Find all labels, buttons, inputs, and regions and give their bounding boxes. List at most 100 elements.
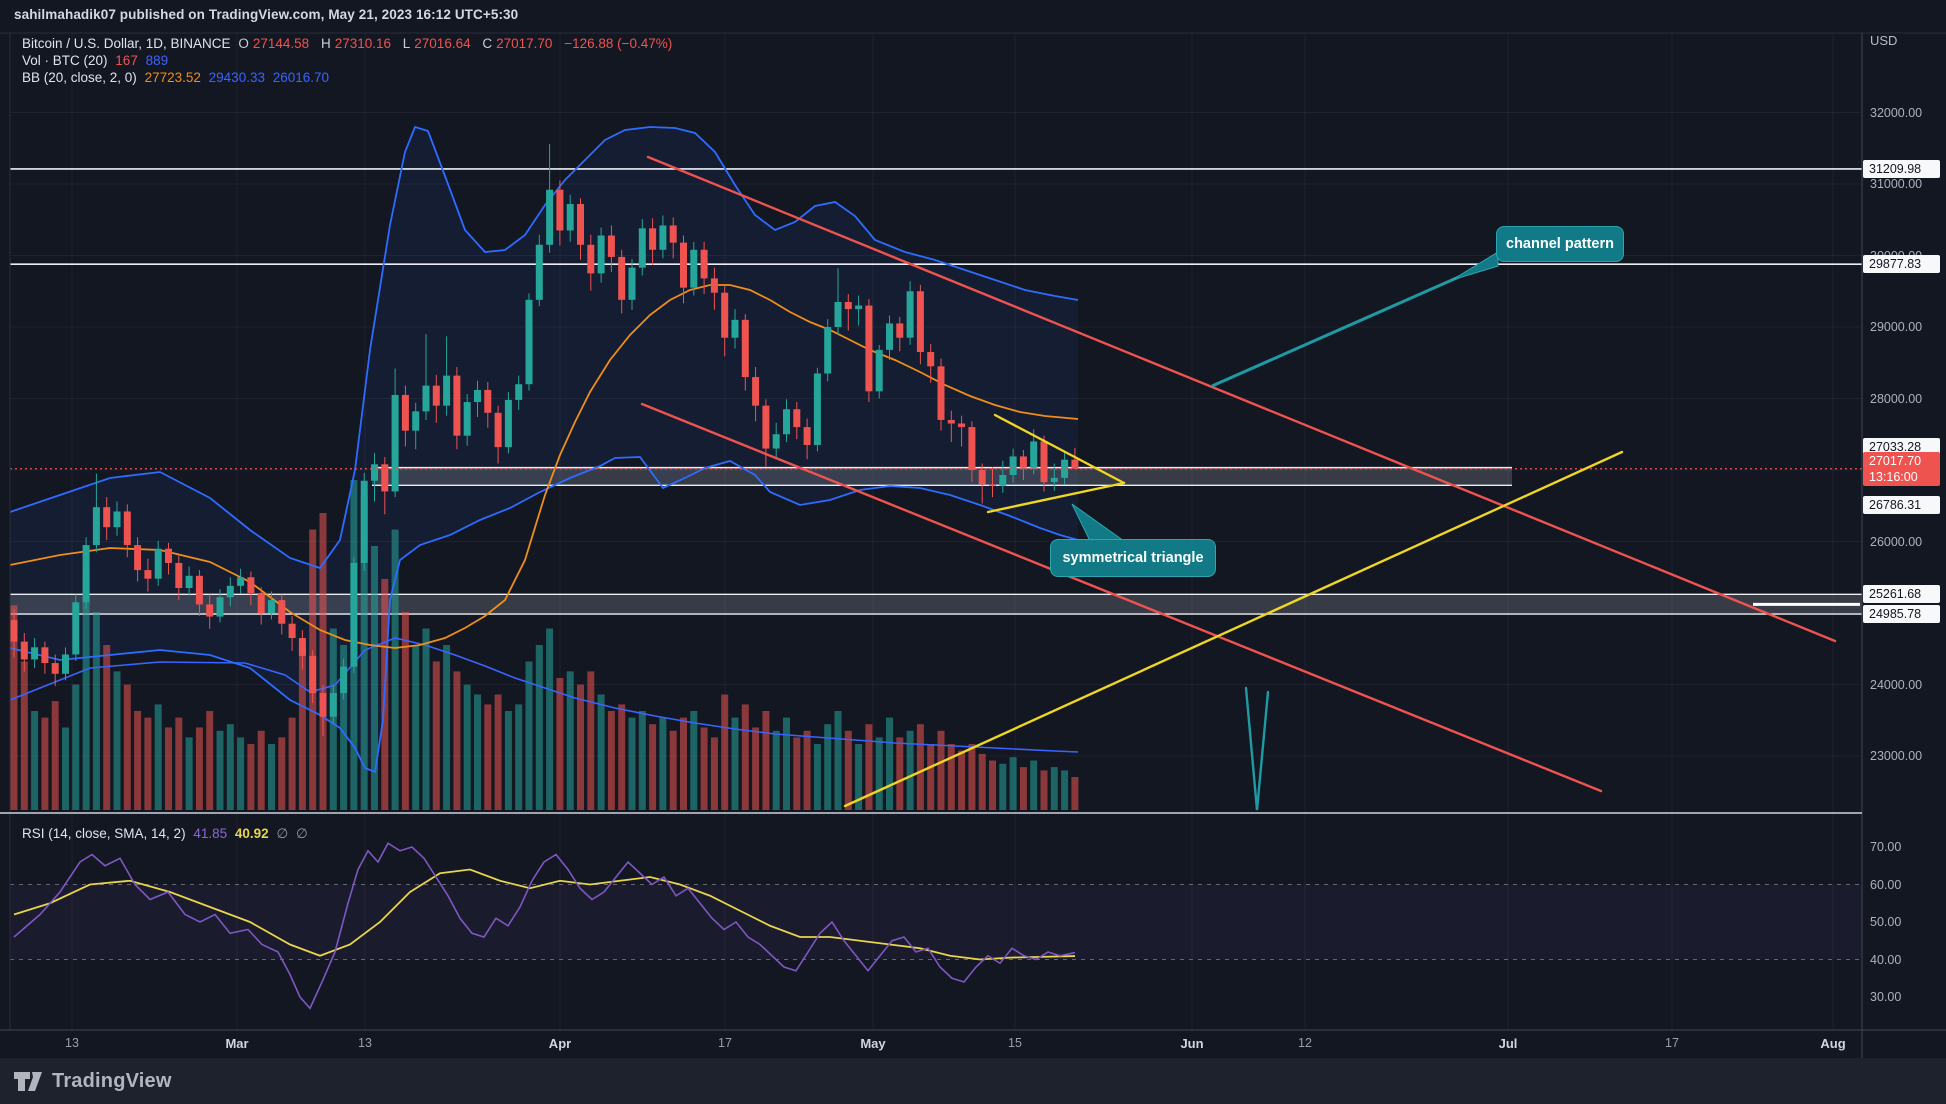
rsi-axis-tick: 70.00 bbox=[1870, 840, 1902, 854]
candle-body bbox=[1009, 456, 1017, 476]
volume-bar bbox=[340, 645, 348, 810]
candle-body bbox=[72, 602, 80, 655]
candle-body bbox=[865, 305, 873, 392]
volume-bar bbox=[721, 694, 729, 810]
candle-body bbox=[360, 480, 368, 563]
candle-body bbox=[319, 693, 327, 717]
time-axis-tick: 15 bbox=[1008, 1036, 1022, 1050]
volume-bar bbox=[123, 684, 131, 810]
candle-body bbox=[1040, 441, 1048, 483]
volume-bar bbox=[628, 717, 636, 810]
volume-bar bbox=[783, 717, 790, 810]
price-axis-tick: 29000.00 bbox=[1870, 320, 1923, 334]
trendline-triangle-lower[interactable] bbox=[986, 481, 1126, 514]
volume-bar bbox=[824, 724, 832, 810]
candle-body bbox=[999, 475, 1007, 486]
countdown-timer: 13:16:00 bbox=[1869, 470, 1918, 484]
candle-body bbox=[875, 349, 883, 392]
candle-body bbox=[1050, 477, 1058, 483]
volume-bar bbox=[494, 694, 502, 810]
price-level-label: 26786.31 bbox=[1863, 496, 1940, 514]
candle-body bbox=[577, 204, 584, 245]
candle-body bbox=[165, 548, 172, 563]
price-axis-tick: 26000.00 bbox=[1870, 534, 1923, 549]
volume-bar bbox=[690, 711, 698, 810]
candle-body bbox=[844, 301, 852, 310]
volume-bar bbox=[731, 717, 739, 810]
volume-bar bbox=[587, 671, 595, 810]
callout-symmetrical-triangle[interactable]: symmetrical triangle bbox=[1050, 539, 1216, 577]
candle-body bbox=[927, 352, 935, 367]
price-axis-tick: 28000.00 bbox=[1870, 391, 1923, 406]
volume-ma-line bbox=[9, 637, 1079, 753]
candle-body bbox=[638, 228, 646, 268]
volume-bar bbox=[607, 711, 615, 810]
low-value: 27016.64 bbox=[414, 36, 471, 51]
candle-body bbox=[309, 655, 317, 694]
callout-channel-pattern[interactable]: channel pattern bbox=[1496, 226, 1624, 262]
volume-bar bbox=[865, 724, 873, 810]
candle-body bbox=[422, 385, 430, 412]
candle-body bbox=[474, 389, 481, 403]
candle-body bbox=[257, 592, 265, 613]
candle-body bbox=[134, 545, 142, 571]
candle-body bbox=[175, 562, 183, 588]
tradingview-logo-icon[interactable] bbox=[13, 1067, 43, 1095]
tradingview-brand-text[interactable]: TradingView bbox=[52, 1069, 172, 1092]
candle-body bbox=[906, 291, 914, 338]
time-axis-tick: Mar bbox=[225, 1036, 249, 1051]
candle-body bbox=[268, 600, 275, 613]
open-value: 27144.58 bbox=[252, 36, 310, 51]
volume-bar bbox=[649, 724, 657, 810]
bb-lower-value: 26016.70 bbox=[272, 70, 330, 85]
trendline-channel-lower[interactable] bbox=[640, 402, 1603, 793]
volume-bar bbox=[968, 744, 976, 810]
trendline-teal-spike[interactable] bbox=[1244, 686, 1270, 811]
trendline-ascending-support[interactable] bbox=[843, 450, 1624, 808]
rsi-value: 41.85 bbox=[193, 826, 228, 841]
candle-body bbox=[237, 577, 245, 586]
candle-body bbox=[10, 620, 18, 642]
volume-bar bbox=[535, 645, 543, 810]
trendline-channel-upper[interactable] bbox=[646, 155, 1837, 643]
callout-pointer-line[interactable] bbox=[1211, 270, 1471, 388]
rsi-band-fill bbox=[10, 884, 1862, 960]
rsi-indicator-label: RSI (14, close, SMA, 14, 2) bbox=[22, 826, 186, 841]
sr-zone[interactable] bbox=[372, 467, 1512, 486]
volume-bar bbox=[82, 572, 90, 810]
volume-bar bbox=[916, 724, 924, 810]
candle-body bbox=[401, 394, 409, 431]
attribution-text: sahilmahadik07 published on TradingView.… bbox=[14, 7, 519, 22]
volume-bar bbox=[371, 546, 378, 810]
volume-bar bbox=[875, 737, 883, 810]
sr-zone[interactable] bbox=[10, 594, 1862, 615]
volume-bar bbox=[515, 704, 523, 810]
trendline-triangle-upper[interactable] bbox=[993, 413, 1126, 485]
legend-symbol-row: Bitcoin / U.S. Dollar, 1D, BINANCE O 2714… bbox=[22, 36, 673, 51]
close-value: 27017.70 bbox=[496, 36, 553, 51]
candle-body bbox=[597, 235, 605, 274]
volume-bar bbox=[422, 628, 430, 810]
candle-body bbox=[556, 189, 564, 231]
time-axis-tick: 17 bbox=[1665, 1036, 1679, 1050]
candle-body bbox=[628, 267, 636, 300]
candle-body bbox=[1030, 441, 1038, 468]
volume-bar bbox=[51, 701, 59, 810]
volume-bar bbox=[937, 730, 945, 810]
volume-bar bbox=[525, 661, 533, 810]
candle-body bbox=[700, 249, 708, 279]
candle-body bbox=[515, 384, 523, 400]
candle-body bbox=[371, 464, 378, 481]
price-axis-tick: 23000.00 bbox=[1870, 749, 1923, 763]
candle-body bbox=[855, 305, 863, 310]
legend-rsi-row: RSI (14, close, SMA, 14, 2) 41.85 40.92 … bbox=[22, 826, 312, 842]
volume-bar bbox=[752, 727, 760, 810]
candle-body bbox=[463, 402, 471, 436]
volume-bar bbox=[1071, 777, 1079, 810]
volume-bar bbox=[1030, 760, 1038, 810]
candle-body bbox=[916, 291, 924, 353]
volume-bar bbox=[1040, 770, 1048, 810]
candle-body bbox=[958, 423, 966, 428]
candle-body bbox=[535, 244, 543, 300]
